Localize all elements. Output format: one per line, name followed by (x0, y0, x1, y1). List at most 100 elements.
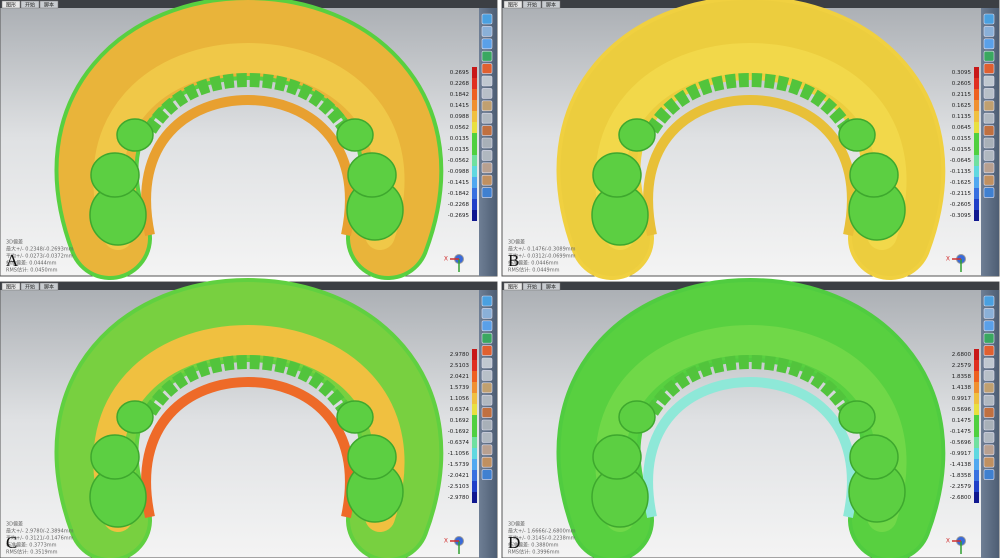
toolbar-button (481, 88, 493, 99)
toolbar-button (481, 345, 493, 356)
tooth (618, 118, 656, 152)
scale-cell (472, 349, 477, 360)
tab-label: 脚本 (44, 284, 54, 291)
toolbar-button (481, 112, 493, 124)
scale-cell (472, 177, 477, 188)
tab (541, 0, 561, 9)
scale-cell (974, 133, 979, 144)
stat-line: 最大+/- 0.1476/-0.3089mm (508, 246, 576, 253)
stat-line: 最大+/- 1.6666/-2.6800mm (508, 528, 576, 535)
arch-inner-edge (643, 94, 857, 237)
tooth (116, 400, 154, 434)
scale-label: -0.3095 (950, 213, 972, 219)
arch-inner-edge (141, 94, 355, 237)
toolbar-button (983, 63, 995, 74)
stat-line: 标准偏差: 0.3880mm (508, 542, 559, 549)
toolbar-button (983, 370, 995, 381)
toolbar-button (983, 137, 995, 149)
scale-cell (472, 155, 477, 166)
triad-label: X (444, 538, 448, 545)
toolbar-button (983, 162, 995, 174)
scale-label: -2.0421 (448, 473, 469, 479)
scale-label: -0.1415 (448, 180, 470, 186)
scale-label: 2.2579 (952, 363, 972, 369)
panel: 图形 开始 脚本 0.3095 0.2605 0.2115 0.1625 0.1135 0.06… (501, 0, 1000, 280)
triad-label: X (946, 256, 950, 263)
tooth (592, 434, 642, 480)
scale-cell (472, 371, 477, 382)
scale-cell (974, 404, 979, 415)
stat-line: 平均+/- 0.3145/-0.2238mm (508, 535, 576, 542)
tab (522, 0, 542, 9)
scale-cell (974, 111, 979, 122)
scale-cell (974, 78, 979, 89)
scale-cell (472, 437, 477, 448)
toolbar-button (481, 13, 493, 25)
scale-cell (974, 155, 979, 166)
scale-cell (472, 426, 477, 437)
scale-cell (974, 188, 979, 199)
scale-cell (472, 188, 477, 199)
toolbar-button (481, 26, 493, 37)
toolbar-button (983, 38, 995, 50)
scale-label: 1.8358 (952, 374, 972, 380)
toolbar-button (481, 150, 493, 161)
scale-cell (472, 89, 477, 100)
scale-cell (974, 426, 979, 437)
toolbar-button (983, 469, 995, 480)
panel-label: B (508, 251, 519, 270)
toolbar-button (481, 308, 493, 319)
scale-cell (472, 78, 477, 89)
toolbar-button (481, 187, 493, 198)
scale-label: 2.5103 (450, 363, 470, 369)
scale-label: -0.0988 (448, 169, 470, 175)
scale-label: -0.2695 (448, 213, 470, 219)
scale-label: 1.4138 (952, 385, 972, 391)
tooth-ridge (144, 72, 353, 134)
scale-cell (472, 393, 477, 404)
tab-label: 开始 (25, 284, 35, 291)
tab (20, 282, 40, 291)
toolbar-button (983, 394, 995, 406)
arch-inner-edge (141, 376, 355, 519)
scale-cell (472, 122, 477, 133)
scale-cell (472, 166, 477, 177)
toolbar-button (481, 75, 493, 87)
stat-line: RMS估计: 0.3996mm (508, 549, 560, 556)
scale-label: 2.0421 (450, 374, 469, 380)
tab (1, 282, 21, 291)
tooth (116, 118, 154, 152)
tab-label: 脚本 (44, 2, 54, 9)
toolbar-button (983, 407, 995, 418)
toolbar-button (983, 308, 995, 319)
panel: 图形 开始 脚本 0.2695 0.2268 0.1842 0.1415 0.0988 0.05… (0, 0, 498, 280)
scale-label: -1.5739 (448, 462, 470, 468)
scale-label: -0.1475 (950, 429, 972, 435)
scale-cell (974, 199, 979, 210)
scale-cell (472, 459, 477, 470)
toolbar-button (481, 100, 493, 112)
scale-label: -1.4138 (950, 462, 972, 468)
scale-label: -2.6800 (950, 495, 972, 501)
scale-label: 0.1842 (450, 92, 469, 98)
scale-cell (974, 470, 979, 481)
scale-label: -2.5103 (448, 484, 470, 490)
tooth (592, 152, 642, 198)
scale-cell (472, 144, 477, 155)
scale-cell (472, 199, 477, 210)
scale-label: -1.1056 (448, 451, 470, 457)
arch-band (595, 324, 907, 532)
stat-line: RMS估计: 0.0450mm (6, 267, 58, 274)
scale-cell (974, 67, 979, 78)
toolbar-button (481, 50, 493, 62)
scale-label: 0.2695 (450, 70, 470, 76)
scale-label: -0.6374 (448, 440, 470, 446)
scale-cell (974, 459, 979, 470)
triad-label: X (444, 256, 448, 263)
stat-line: 标准偏差: 0.3773mm (6, 542, 57, 549)
tab (39, 282, 59, 291)
stat-line: 标准偏差: 0.0444mm (6, 260, 57, 267)
toolbar-button (481, 295, 493, 307)
tab-label: 脚本 (546, 284, 556, 291)
